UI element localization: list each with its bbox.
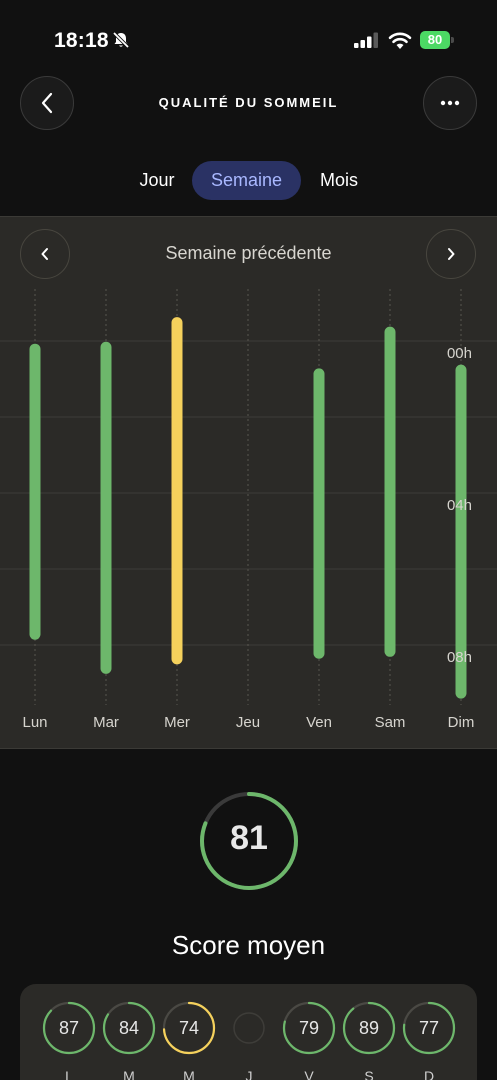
chevron-left-icon — [41, 92, 53, 114]
day-letter: L — [65, 1068, 73, 1080]
wifi-icon — [388, 32, 412, 49]
day-score-ring[interactable] — [402, 1001, 456, 1055]
day-score-value — [222, 1001, 276, 1055]
x-tick-label: Dim — [448, 714, 475, 731]
back-button[interactable] — [20, 76, 74, 130]
day-score-value: 87 — [58, 1018, 80, 1038]
day-ring-progress — [342, 1001, 396, 1055]
prev-week-button[interactable] — [20, 229, 70, 279]
day-letter: S — [364, 1068, 374, 1080]
y-tick-label: 04h — [447, 497, 472, 514]
day-ring-progress — [102, 1001, 156, 1055]
sleep-chart: Lun Mar Mer Jeu Ven Sam Dim 00h 04h 08h — [0, 289, 497, 731]
x-tick-label: Mer — [164, 714, 190, 731]
chevron-left-icon — [41, 248, 48, 260]
status-bar: 18:18 80 — [0, 0, 497, 80]
day-ring-progress — [282, 1001, 336, 1055]
day-score-ring[interactable] — [282, 1001, 336, 1055]
day-score-value: 77 — [418, 1018, 440, 1038]
score-ring-progress — [200, 792, 298, 890]
day-score-ring[interactable] — [222, 1001, 276, 1055]
average-score-value: 81 — [230, 819, 268, 857]
day-letter: D — [423, 1068, 435, 1080]
day-ring-track — [233, 1012, 265, 1044]
average-score-title: Score moyen — [171, 930, 326, 960]
battery-indicator: 80 — [420, 30, 454, 50]
sleep-chart-panel: Lun Mar Mer Jeu Ven Sam Dim 00h 04h 08h Semaine p… — [0, 216, 497, 749]
battery-level: 80 — [420, 31, 450, 49]
more-icon — [440, 100, 460, 106]
y-tick-label: 08h — [447, 649, 472, 666]
tab-day[interactable]: Jour — [139, 170, 175, 190]
next-week-button[interactable] — [426, 229, 476, 279]
day-score-ring[interactable] — [342, 1001, 396, 1055]
x-tick-label: Ven — [306, 714, 332, 731]
y-tick-label: 00h — [447, 345, 472, 362]
day-score-value: 74 — [178, 1018, 200, 1038]
chevron-right-icon — [448, 248, 455, 260]
day-ring-progress — [402, 1001, 456, 1055]
x-tick-label: Jeu — [236, 714, 260, 731]
day-ring-progress — [162, 1001, 216, 1055]
daily-scores-panel: 87 L 84 M 74 M J 79 V 89 S 77 D — [20, 984, 477, 1080]
x-tick-label: Lun — [22, 714, 47, 731]
day-letter: V — [304, 1068, 314, 1080]
week-label: Semaine précédente — [165, 243, 332, 263]
day-letter: M — [183, 1068, 195, 1080]
day-score-ring[interactable] — [102, 1001, 156, 1055]
battery-tip — [451, 37, 454, 43]
x-tick-label: Mar — [93, 714, 119, 731]
x-tick-label: Sam — [375, 714, 406, 731]
page-title: QUALITÉ DU SOMMEIL — [158, 95, 339, 110]
tab-month[interactable]: Mois — [319, 170, 358, 190]
tab-week[interactable]: Semaine — [192, 161, 301, 200]
day-ring-progress — [42, 1001, 96, 1055]
day-letter: J — [245, 1068, 253, 1080]
signal-icon — [354, 32, 378, 48]
more-options-button[interactable] — [423, 76, 477, 130]
day-score-ring[interactable] — [42, 1001, 96, 1055]
day-score-ring[interactable] — [162, 1001, 216, 1055]
status-time: 18:18 — [54, 29, 109, 52]
day-score-value: 89 — [358, 1018, 380, 1038]
day-score-value: 79 — [298, 1018, 320, 1038]
day-letter: M — [123, 1068, 135, 1080]
score-ring — [200, 792, 298, 890]
day-score-value: 84 — [118, 1018, 140, 1038]
bell-slash-icon — [112, 31, 130, 49]
